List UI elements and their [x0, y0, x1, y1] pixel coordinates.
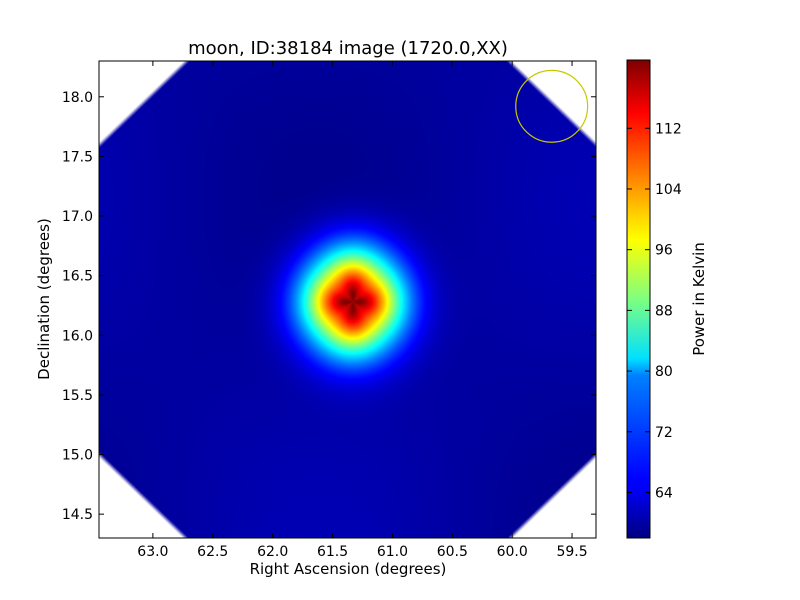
y-tick-label: 14.5 — [62, 507, 93, 523]
x-tick-label: 62.0 — [257, 544, 288, 560]
y-tick-label: 17.5 — [62, 149, 93, 165]
colorbar-tick-label: 72 — [655, 425, 673, 441]
chart-title: moon, ID:38184 image (1720.0,XX) — [188, 38, 508, 59]
y-tick-label: 18.0 — [62, 90, 93, 106]
colorbar-gradient — [627, 60, 650, 538]
beam-circle — [515, 69, 589, 143]
colorbar-label: Power in Kelvin — [690, 242, 708, 356]
colorbar-tick-label: 96 — [655, 243, 673, 259]
x-tick-label: 63.0 — [137, 544, 168, 560]
plot-frame — [98, 60, 597, 539]
colorbar-tick-label: 80 — [655, 364, 673, 380]
y-tick-label: 16.5 — [62, 269, 93, 285]
x-tick-label: 61.5 — [317, 544, 348, 560]
y-tick-label: 16.0 — [62, 328, 93, 344]
y-tick-label: 15.0 — [62, 448, 93, 464]
colorbar-ticks: 64 72 80 88 96 104 112 — [627, 121, 682, 501]
colorbar-frame — [626, 59, 651, 539]
colorbar-tick-label: 64 — [655, 485, 673, 501]
y-tick-label: 15.5 — [62, 388, 93, 404]
x-tick-label: 61.0 — [377, 544, 408, 560]
colorbar-tick-label: 88 — [655, 303, 673, 319]
x-axis: 63.0 62.5 62.0 61.5 61.0 60.5 60.0 59.5 — [137, 61, 588, 560]
colorbar: 64 72 80 88 96 104 112 Power in Kelvin — [626, 59, 708, 539]
x-tick-label: 60.5 — [437, 544, 468, 560]
y-axis-label: Declination (degrees) — [35, 218, 53, 380]
x-axis-label: Right Ascension (degrees) — [250, 560, 447, 578]
heatmap-image — [99, 61, 596, 538]
x-tick-label: 60.0 — [497, 544, 528, 560]
colorbar-tick-label: 112 — [655, 121, 682, 137]
x-tick-label: 62.5 — [197, 544, 228, 560]
y-tick-label: 17.0 — [62, 209, 93, 225]
colorbar-tick-label: 104 — [655, 182, 682, 198]
x-tick-label: 59.5 — [556, 544, 587, 560]
y-axis: 14.5 15.0 15.5 16.0 16.5 17.0 17.5 18.0 — [62, 90, 596, 523]
plot-area — [99, 61, 596, 538]
